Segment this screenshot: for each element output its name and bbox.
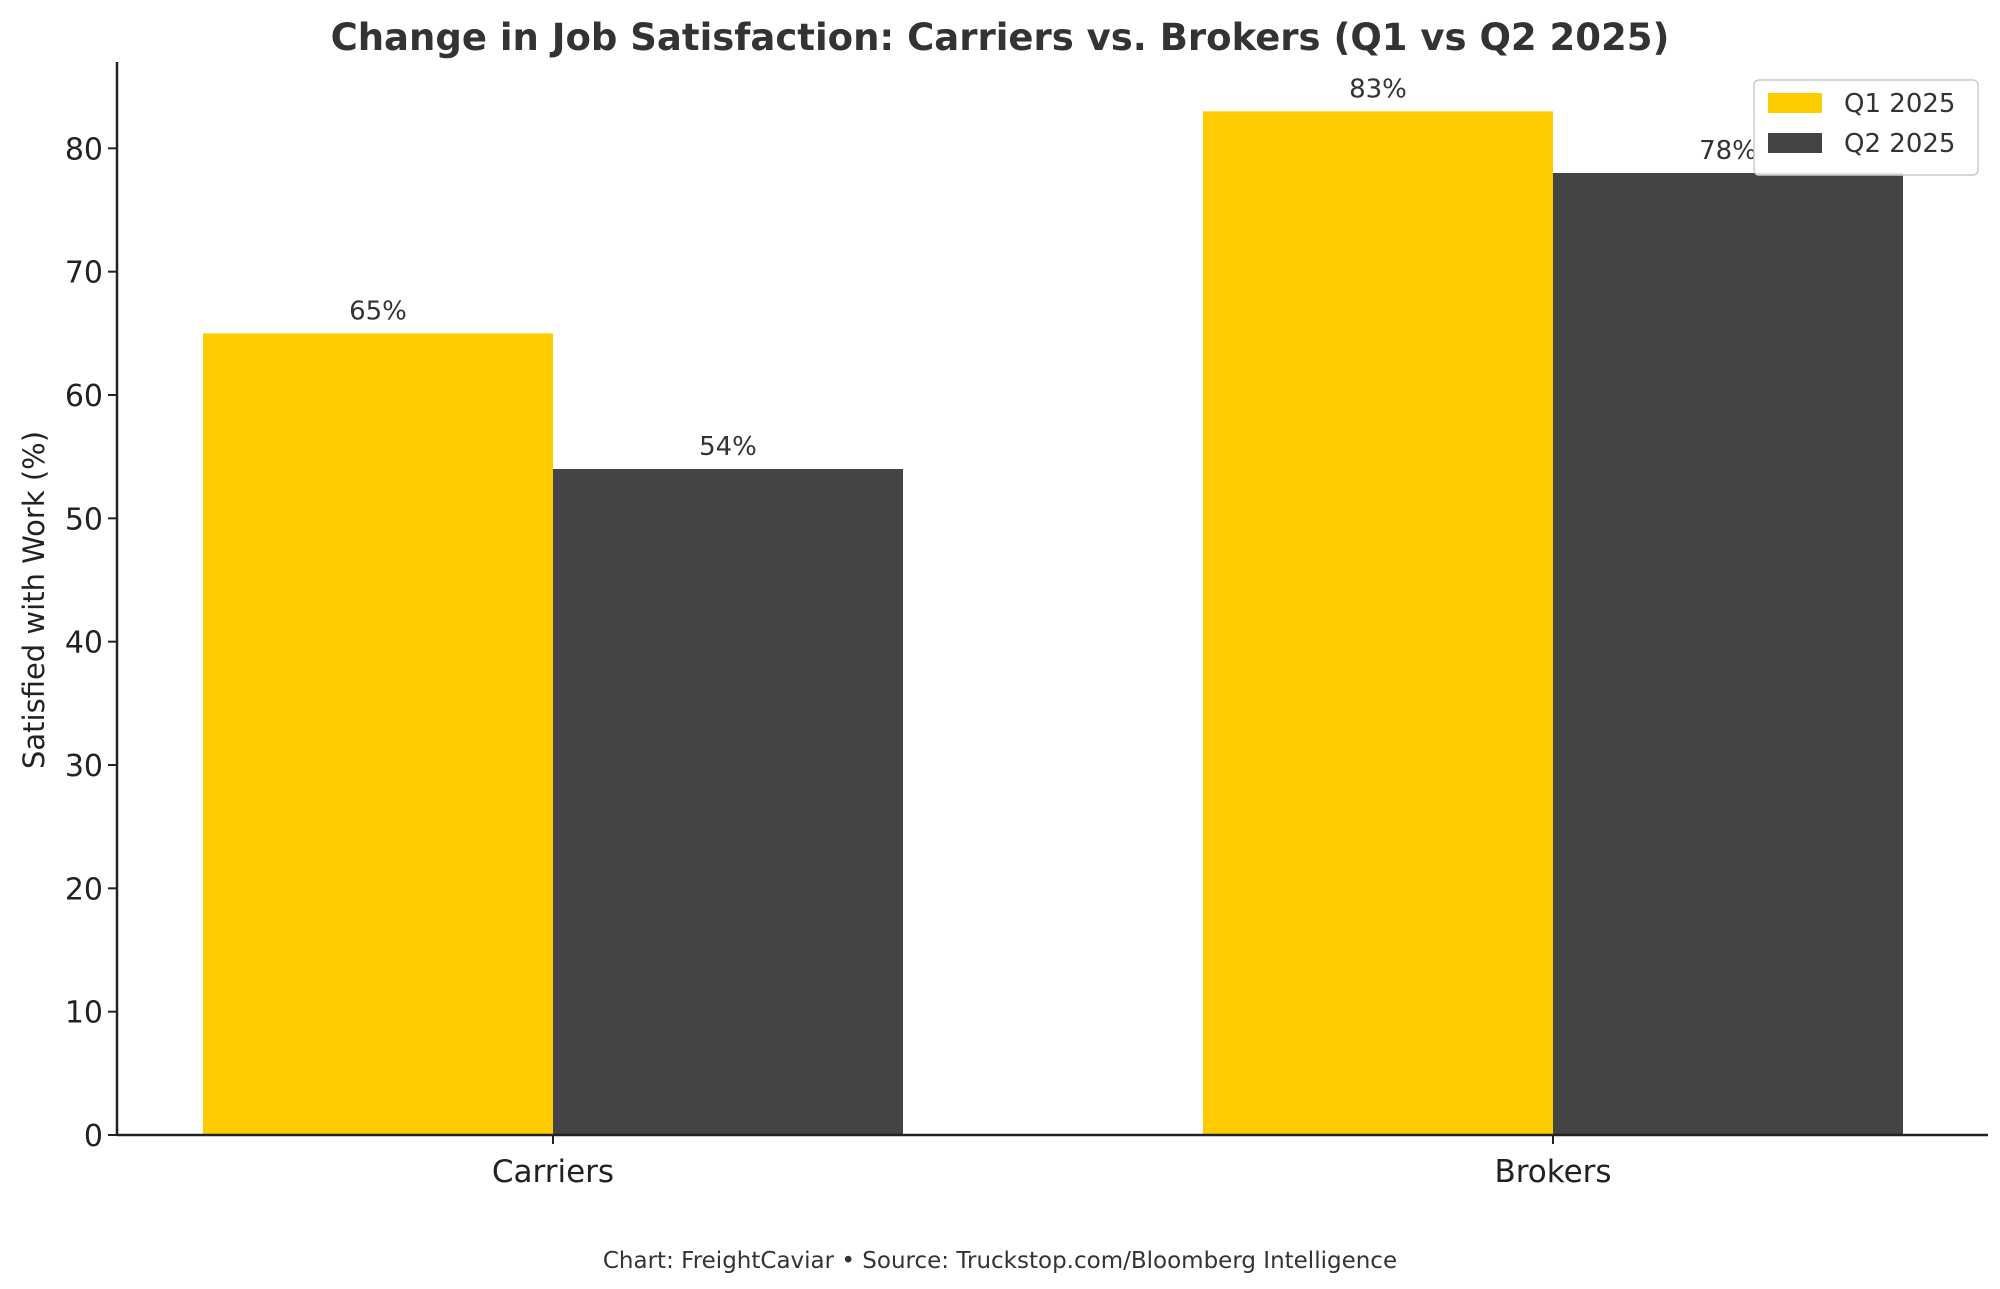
bars (203, 111, 1903, 1136)
y-tick-label: 60 (65, 379, 103, 414)
bar-brokers-q2-2025 (1553, 173, 1903, 1135)
y-tick-label: 20 (65, 872, 103, 907)
legend: Q1 2025 Q2 2025 (1753, 79, 1979, 176)
chart-footer: Chart: FreightCaviar • Source: Truckstop… (603, 1248, 1397, 1274)
legend-label: Q2 2025 (1844, 129, 1955, 159)
data-label: 65% (349, 296, 407, 326)
data-label: 78% (1699, 136, 1757, 166)
y-tick-label: 80 (65, 132, 103, 167)
y-tick-label: 50 (65, 502, 103, 537)
y-axis-ticks: 0 10 20 30 40 50 60 70 80 (65, 132, 117, 1154)
data-label: 54% (699, 432, 757, 462)
x-tick-label: Brokers (1494, 1154, 1611, 1190)
bar-carriers-q2-2025 (553, 469, 903, 1135)
y-tick-label: 0 (84, 1119, 103, 1154)
y-tick-label: 30 (65, 749, 103, 784)
bar-carriers-q1-2025 (203, 333, 553, 1135)
legend-swatch (1768, 133, 1822, 153)
bar-brokers-q1-2025 (1203, 111, 1553, 1136)
x-tick-label: Carriers (492, 1154, 614, 1190)
y-axis-label: Satisfied with Work (%) (17, 431, 51, 769)
legend-swatch (1768, 93, 1822, 113)
y-tick-label: 40 (65, 626, 103, 661)
y-tick-label: 10 (65, 996, 103, 1031)
data-label: 83% (1349, 74, 1407, 104)
y-tick-label: 70 (65, 256, 103, 291)
legend-label: Q1 2025 (1844, 89, 1955, 119)
data-labels: 65% 54% 83% 78% (349, 74, 1757, 462)
x-axis-ticks: Carriers Brokers (492, 1135, 1612, 1190)
chart-title: Change in Job Satisfaction: Carriers vs.… (331, 16, 1670, 59)
